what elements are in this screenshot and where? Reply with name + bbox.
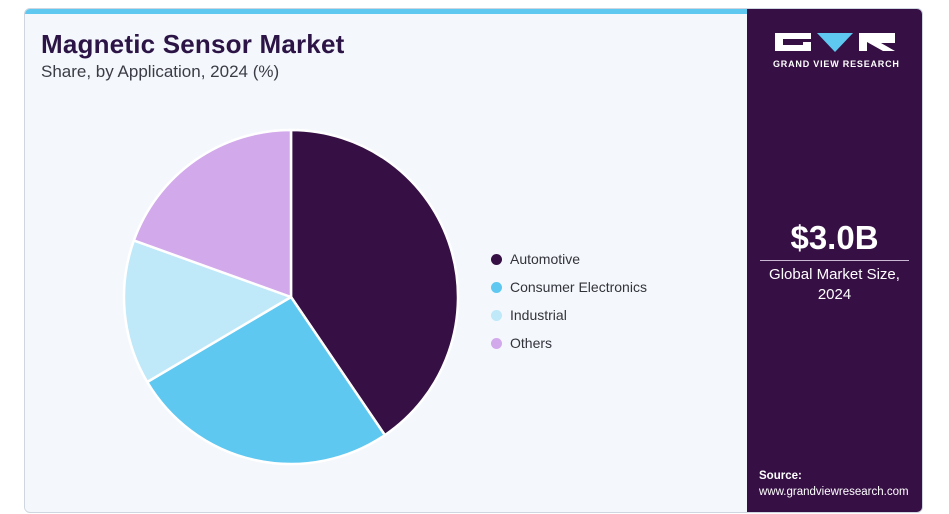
legend-swatch [491, 281, 502, 293]
logo-mark-icon [775, 33, 895, 52]
market-size-value: $3.0B [790, 219, 879, 256]
legend-label: Others [510, 335, 553, 351]
legend-swatch [491, 253, 502, 265]
legend-swatch [491, 337, 502, 349]
legend-label: Consumer Electronics [510, 279, 647, 295]
source-url: www.grandviewresearch.com [759, 486, 909, 498]
grand-view-research-logo: GRAND VIEW RESEARCH [773, 31, 900, 69]
legend-item-others: Others [491, 329, 647, 357]
pie-chart [121, 127, 461, 467]
pie-slice-consumer-electronics [146, 295, 387, 466]
chart-title: Magnetic Sensor Market [41, 29, 345, 59]
chart-legend: Automotive Consumer Electronics Industrial… [491, 245, 647, 357]
accent-bar [25, 9, 747, 14]
pie-svg [122, 128, 460, 466]
info-panel: GRAND VIEW RESEARCH $3.0B Global Market … [747, 9, 922, 512]
pie-slice-others [132, 128, 293, 299]
divider [760, 260, 909, 261]
source-label: Source: [759, 470, 802, 482]
market-size-caption-line2: 2024 [817, 286, 852, 303]
legend-label: Industrial [510, 307, 567, 323]
legend-item-industrial: Industrial [491, 301, 647, 329]
chart-card: Magnetic Sensor Market Share, by Applica… [24, 8, 923, 513]
legend-item-automotive: Automotive [491, 245, 647, 273]
market-size-caption-line1: Global Market Size, [769, 266, 900, 283]
pie-slice-industrial [122, 239, 293, 384]
source-note: Source: www.grandviewresearch.com [759, 468, 909, 500]
market-size-caption: Global Market Size, 2024 [747, 265, 922, 305]
pie-slice-automotive [289, 128, 460, 437]
legend-swatch [491, 309, 502, 321]
legend-label: Automotive [510, 251, 581, 267]
legend-item-consumer-electronics: Consumer Electronics [491, 273, 647, 301]
logo-text: GRAND VIEW RESEARCH [773, 59, 900, 69]
chart-subtitle: Share, by Application, 2024 (%) [41, 62, 280, 81]
